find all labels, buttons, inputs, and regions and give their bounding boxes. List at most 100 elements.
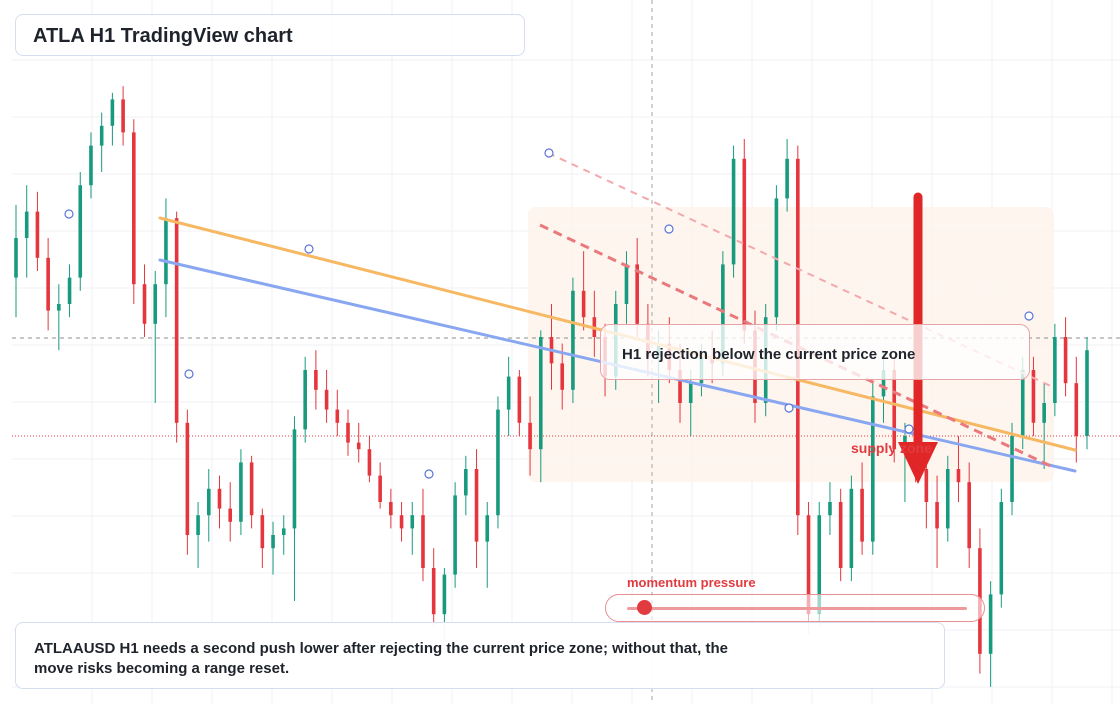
candle-bearish [517, 376, 522, 423]
anchor-point [784, 403, 794, 413]
candle-bearish [399, 515, 404, 529]
candle-bullish [292, 429, 297, 529]
candle-bearish [185, 422, 190, 535]
anchor-point [64, 209, 74, 219]
chart-title: ATLA H1 TradingView chart [33, 25, 293, 47]
rejection-callout-text: H1 rejection below the current price zon… [622, 346, 916, 363]
candle-bullish [538, 337, 543, 450]
candle-bullish [303, 370, 307, 430]
candle-bearish [356, 442, 361, 450]
candle-bearish [174, 218, 179, 423]
candle-bullish [1020, 370, 1025, 436]
anchor-point [184, 369, 194, 379]
candle-bearish [474, 469, 479, 542]
candle-bullish [24, 211, 29, 238]
candle-bullish [871, 396, 875, 542]
candle-bearish [121, 99, 125, 133]
supply-zone-label: supply zone [851, 440, 932, 456]
candle-bullish [496, 409, 500, 516]
candle-bullish [89, 145, 93, 186]
candle-bullish [271, 535, 275, 549]
candle-bullish [1042, 403, 1046, 423]
candle-bearish [924, 469, 929, 502]
candle-bullish [1053, 337, 1057, 403]
candle-bearish [1063, 337, 1068, 384]
candle-bearish [635, 264, 639, 324]
chart-title-box: ATLA H1 TradingView chart [15, 14, 525, 56]
momentum-label: momentum pressure [627, 575, 756, 590]
candle-bearish [335, 409, 340, 423]
candle-bearish [46, 257, 50, 311]
candle-bearish [806, 515, 811, 615]
candle-bearish [367, 449, 372, 476]
candle-bullish [410, 515, 415, 529]
analysis-note: ATLAAUSD H1 needs a second push lower af… [34, 640, 728, 677]
anchor-point [664, 224, 674, 234]
candle-bearish [935, 502, 939, 529]
anchor-point [304, 244, 314, 254]
candle-bearish [389, 502, 393, 516]
candle-bearish [228, 508, 232, 522]
analysis-note-box: ATLAAUSD H1 needs a second push lower af… [15, 622, 945, 689]
candle-bearish [956, 469, 961, 483]
candle-bullish [506, 376, 511, 410]
candle-bearish [581, 290, 586, 318]
candle-bearish [1074, 383, 1079, 436]
candle-bullish [849, 488, 854, 568]
anchor-points [64, 148, 1034, 479]
candle-bullish [688, 383, 693, 403]
candle-bearish [742, 158, 747, 331]
candle-bullish [785, 158, 789, 199]
candle-bullish [464, 469, 468, 496]
candle-bullish [99, 125, 104, 146]
candle-bullish [196, 515, 200, 535]
candle-bullish [1085, 350, 1089, 436]
candle-bullish [281, 528, 286, 535]
candle-bullish [828, 502, 832, 516]
candle-bullish [110, 99, 115, 126]
dashed-trendline-lower [539, 223, 1056, 470]
down-arrow [898, 192, 938, 484]
candle-bearish [431, 568, 436, 615]
candle-bullish [14, 238, 18, 278]
candle-bearish [860, 488, 864, 542]
momentum-slider[interactable] [605, 594, 985, 622]
candle-bullish [731, 158, 736, 265]
candle-bullish [453, 495, 457, 575]
candle-bullish [945, 469, 950, 529]
candle-bearish [378, 475, 382, 502]
candle-bearish [1031, 370, 1036, 423]
candle-bullish [817, 515, 822, 615]
candle-bearish [346, 422, 350, 443]
momentum-handle[interactable] [637, 600, 652, 615]
candle-bearish [560, 363, 565, 390]
candle-bearish [314, 370, 318, 390]
candle-bearish [260, 515, 265, 549]
candle-bullish [239, 462, 243, 522]
candle-bullish [1010, 436, 1014, 502]
candle-bearish [838, 502, 843, 568]
candle-bullish [206, 488, 211, 516]
anchor-point [904, 424, 914, 434]
candle-bearish [142, 284, 147, 324]
candle-bearish [249, 462, 254, 516]
candle-bearish [967, 482, 971, 549]
candle-bearish [892, 370, 897, 450]
rejection-callout: H1 rejection below the current price zon… [600, 324, 1030, 380]
candle-bearish [35, 211, 40, 258]
anchor-point [544, 148, 554, 158]
candle-bullish [624, 264, 629, 304]
candle-bullish [571, 290, 575, 390]
candle-bearish [421, 515, 425, 568]
candle-bullish [485, 515, 490, 542]
candle-bearish [324, 389, 329, 410]
candle-bullish [78, 185, 83, 278]
candle-bearish [528, 422, 532, 450]
candle-bullish [881, 370, 886, 397]
candle-bullish [988, 594, 993, 654]
dashed-trendline-upper [547, 152, 1056, 389]
candle-bullish [164, 218, 168, 285]
anchor-point [424, 469, 434, 479]
candle-bearish [678, 370, 682, 403]
candle-bullish [153, 284, 158, 324]
